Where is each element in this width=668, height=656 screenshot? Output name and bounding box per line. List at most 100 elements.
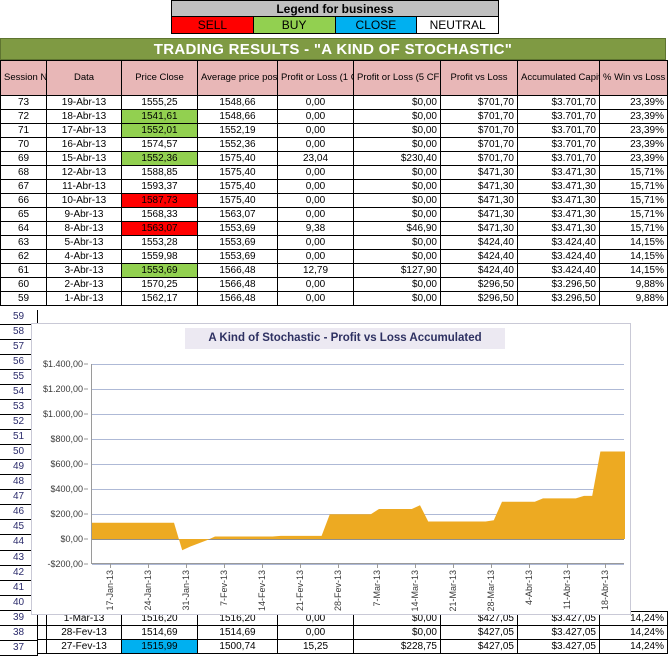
row-number-cell[interactable]: 53 (0, 400, 37, 416)
cell-price-close[interactable]: 1588,85 (121, 165, 198, 180)
cell-average-price[interactable]: 1553,69 (197, 249, 278, 264)
cell-price-close[interactable]: 1593,37 (121, 179, 198, 194)
row-number-cell[interactable]: 44 (0, 535, 37, 551)
cell-session-number[interactable]: 66 (0, 193, 47, 208)
cell-price-close[interactable]: 1552,01 (121, 123, 198, 138)
cell-profit-vs-loss[interactable]: $296,50 (440, 277, 518, 292)
table-row[interactable]: 72 18-Abr-13 1541,61 1548,66 0,00 $0,00 $701,7… (0, 109, 668, 124)
cell-win-vs-loss[interactable]: 23,39% (599, 109, 668, 124)
cell-profit-loss-5cfd[interactable]: $0,00 (353, 249, 441, 264)
cell-session-number[interactable]: 61 (0, 263, 47, 278)
cell-accumulated-capital[interactable]: $3.424,40 (517, 235, 600, 250)
cell-profit-vs-loss[interactable]: $471,30 (440, 179, 518, 194)
cell-session-number[interactable]: 72 (0, 109, 47, 124)
cell-price-close[interactable]: 1552,36 (121, 151, 198, 166)
cell-data[interactable]: 1-Abr-13 (46, 291, 122, 306)
table-row[interactable]: 60 2-Abr-13 1570,25 1566,48 0,00 $0,00 $296,50… (0, 277, 668, 292)
cell-data[interactable]: 28-Fev-13 (46, 625, 122, 640)
profit-vs-loss-chart[interactable]: A Kind of Stochastic - Profit vs Loss Ac… (31, 323, 631, 615)
cell-accumulated-capital[interactable]: $3.701,70 (517, 95, 600, 110)
cell-session-number[interactable]: 64 (0, 221, 47, 236)
cell-accumulated-capital[interactable]: $3.424,40 (517, 249, 600, 264)
cell-accumulated-capital[interactable]: $3.471,30 (517, 165, 600, 180)
cell-win-vs-loss[interactable]: 23,39% (599, 137, 668, 152)
cell-session-number[interactable]: 59 (0, 291, 47, 306)
row-number-cell[interactable]: 57 (0, 340, 37, 356)
cell-profit-vs-loss[interactable]: $701,70 (440, 137, 518, 152)
row-number-cell[interactable]: 39 (0, 611, 37, 626)
cell-win-vs-loss[interactable]: 9,88% (599, 291, 668, 306)
cell-session-number[interactable]: 70 (0, 137, 47, 152)
table-row[interactable]: 70 16-Abr-13 1574,57 1552,36 0,00 $0,00 $701,7… (0, 137, 668, 152)
cell-accumulated-capital[interactable]: $3.424,40 (517, 263, 600, 278)
cell-session-number[interactable]: 71 (0, 123, 47, 138)
cell-accumulated-capital[interactable]: $3.701,70 (517, 137, 600, 152)
cell-win-vs-loss[interactable]: 23,39% (599, 95, 668, 110)
cell-accumulated-capital[interactable]: $3.427,05 (517, 639, 600, 654)
cell-profit-loss-1cfd[interactable]: 0,00 (277, 95, 354, 110)
cell-profit-loss-5cfd[interactable]: $0,00 (353, 277, 441, 292)
cell-profit-vs-loss[interactable]: $701,70 (440, 95, 518, 110)
cell-win-vs-loss[interactable]: 14,24% (599, 625, 668, 640)
cell-profit-loss-1cfd[interactable]: 9,38 (277, 221, 354, 236)
cell-average-price[interactable]: 1548,66 (197, 109, 278, 124)
table-row[interactable]: 73 19-Abr-13 1555,25 1548,66 0,00 $0,00 $701,7… (0, 95, 668, 110)
cell-profit-loss-5cfd[interactable]: $0,00 (353, 95, 441, 110)
cell-average-price[interactable]: 1553,69 (197, 221, 278, 236)
cell-average-price[interactable]: 1552,36 (197, 137, 278, 152)
cell-data[interactable]: 15-Abr-13 (46, 151, 122, 166)
table-row[interactable]: 69 15-Abr-13 1552,36 1575,40 23,04 $230,40 $70… (0, 151, 668, 166)
cell-profit-loss-5cfd[interactable]: $0,00 (353, 109, 441, 124)
cell-profit-vs-loss[interactable]: $424,40 (440, 235, 518, 250)
cell-profit-vs-loss[interactable]: $471,30 (440, 221, 518, 236)
cell-profit-loss-5cfd[interactable]: $0,00 (353, 291, 441, 306)
cell-average-price[interactable]: 1514,69 (197, 625, 278, 640)
cell-price-close[interactable]: 1555,25 (121, 95, 198, 110)
cell-profit-loss-5cfd[interactable]: $46,90 (353, 221, 441, 236)
row-number-cell[interactable]: 45 (0, 520, 37, 536)
table-row[interactable]: 59 1-Abr-13 1562,17 1566,48 0,00 $0,00 $296,50… (0, 291, 668, 306)
cell-data[interactable]: 5-Abr-13 (46, 235, 122, 250)
cell-win-vs-loss[interactable]: 14,15% (599, 263, 668, 278)
cell-win-vs-loss[interactable]: 23,39% (599, 123, 668, 138)
cell-profit-loss-1cfd[interactable]: 0,00 (277, 179, 354, 194)
cell-accumulated-capital[interactable]: $3.471,30 (517, 179, 600, 194)
table-row[interactable]: 66 10-Abr-13 1587,73 1575,40 0,00 $0,00 $471,3… (0, 193, 668, 208)
cell-profit-vs-loss[interactable]: $424,40 (440, 249, 518, 264)
cell-data[interactable]: 11-Abr-13 (46, 179, 122, 194)
cell-data[interactable]: 19-Abr-13 (46, 95, 122, 110)
cell-profit-vs-loss[interactable]: $427,05 (440, 639, 518, 654)
cell-session-number[interactable]: 63 (0, 235, 47, 250)
cell-price-close[interactable]: 1587,73 (121, 193, 198, 208)
row-number-cell[interactable]: 47 (0, 490, 37, 506)
cell-average-price[interactable]: 1563,07 (197, 207, 278, 222)
table-row[interactable]: 63 5-Abr-13 1553,28 1553,69 0,00 $0,00 $424,40… (0, 235, 668, 250)
row-number-cell[interactable]: 42 (0, 566, 37, 581)
cell-profit-loss-1cfd[interactable]: 23,04 (277, 151, 354, 166)
row-number-cell[interactable]: 58 (0, 325, 37, 341)
cell-win-vs-loss[interactable]: 15,71% (599, 221, 668, 236)
cell-price-close[interactable]: 1553,69 (121, 263, 198, 278)
row-number-cell[interactable]: 51 (0, 430, 37, 446)
cell-profit-loss-1cfd[interactable]: 0,00 (277, 207, 354, 222)
cell-average-price[interactable]: 1575,40 (197, 193, 278, 208)
row-number-cell[interactable]: 49 (0, 460, 37, 476)
cell-accumulated-capital[interactable]: $3.701,70 (517, 123, 600, 138)
cell-session-number[interactable]: 67 (0, 179, 47, 194)
table-row[interactable]: 61 3-Abr-13 1553,69 1566,48 12,79 $127,90 $424… (0, 263, 668, 278)
cell-data[interactable]: 18-Abr-13 (46, 109, 122, 124)
row-number-cell[interactable]: 50 (0, 445, 37, 461)
cell-data[interactable]: 8-Abr-13 (46, 221, 122, 236)
table-row[interactable]: 37 27-Fev-131515,991500,7415,25$228,75$42… (0, 639, 668, 654)
cell-profit-loss-5cfd[interactable]: $0,00 (353, 165, 441, 180)
row-number-cell[interactable]: 56 (0, 355, 37, 371)
cell-session-number[interactable]: 60 (0, 277, 47, 292)
cell-average-price[interactable]: 1500,74 (197, 639, 278, 654)
cell-session-number[interactable]: 62 (0, 249, 47, 264)
cell-data[interactable]: 12-Abr-13 (46, 165, 122, 180)
cell-profit-loss-5cfd[interactable]: $0,00 (353, 207, 441, 222)
cell-profit-vs-loss[interactable]: $471,30 (440, 165, 518, 180)
row-number-cell[interactable]: 38 (0, 626, 37, 641)
cell-win-vs-loss[interactable]: 15,71% (599, 207, 668, 222)
cell-price-close[interactable]: 1553,28 (121, 235, 198, 250)
